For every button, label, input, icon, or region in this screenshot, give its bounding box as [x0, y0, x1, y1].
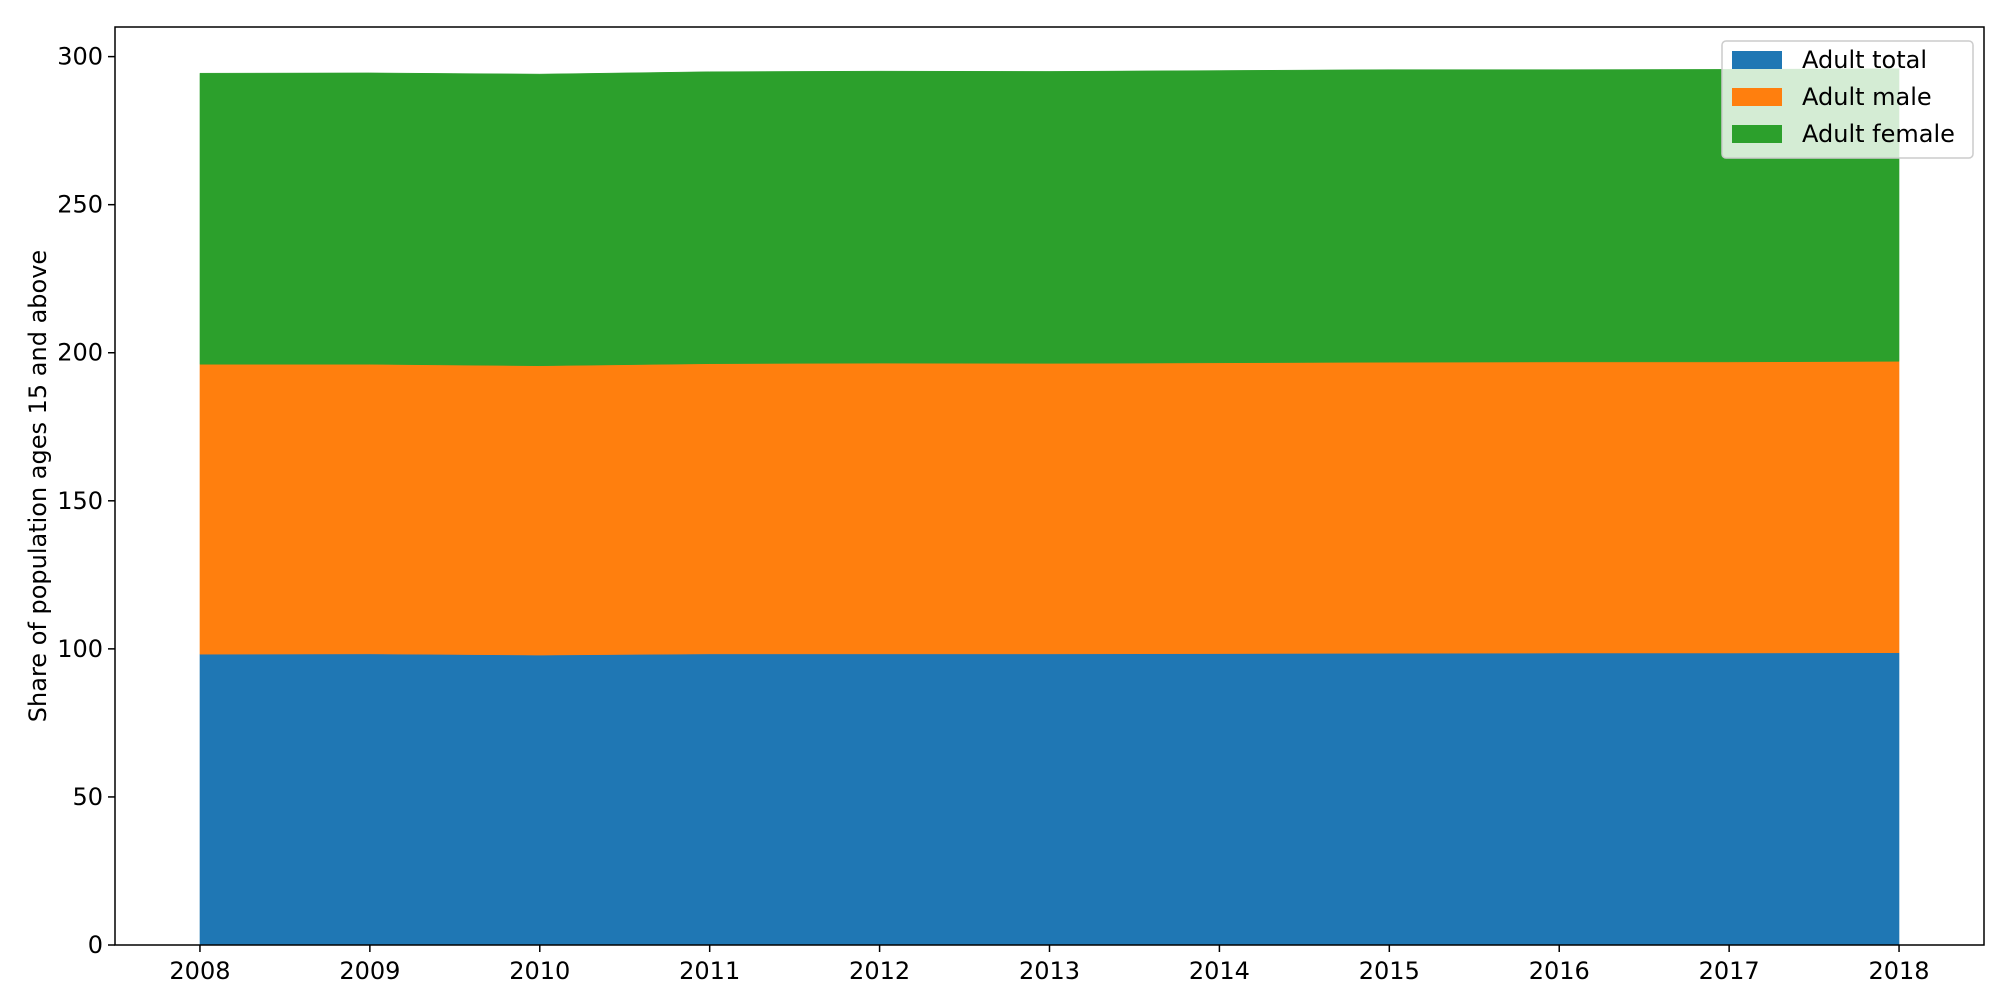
area-series-adult-male: [199, 361, 1900, 656]
legend-label: Adult male: [1802, 83, 1932, 111]
y-axis-title: Share of population ages 15 and above: [24, 250, 52, 722]
area-layers: [199, 68, 1900, 946]
y-tick-label: 100: [57, 635, 103, 663]
x-tick-label: 2017: [1699, 957, 1760, 985]
y-tick-label: 150: [57, 487, 103, 515]
x-axis: 2008 2009 2010 2011 2012 2013 2014 2015 2016 2017…: [169, 945, 1930, 985]
legend-label: Adult female: [1802, 120, 1955, 148]
y-tick-label: 250: [57, 191, 103, 219]
x-tick-label: 2014: [1189, 957, 1250, 985]
x-tick-label: 2009: [339, 957, 400, 985]
y-tick-label: 300: [57, 43, 103, 71]
x-tick-label: 2011: [679, 957, 740, 985]
x-tick-label: 2015: [1359, 957, 1420, 985]
legend: Adult total Adult male Adult female: [1721, 40, 1974, 159]
y-axis: 0 50 100 150 200 250 300: [57, 43, 115, 959]
y-tick-label: 200: [57, 339, 103, 367]
legend-swatch: [1732, 51, 1782, 69]
y-tick-label: 50: [72, 783, 103, 811]
legend-swatch: [1732, 125, 1782, 143]
legend-box: [1721, 40, 1974, 159]
area-series-adult-female: [199, 68, 1900, 367]
x-tick-label: 2013: [1019, 957, 1080, 985]
x-tick-label: 2008: [169, 957, 230, 985]
y-tick-label: 0: [88, 931, 103, 959]
x-tick-label: 2016: [1529, 957, 1590, 985]
legend-swatch: [1732, 88, 1782, 106]
x-tick-label: 2010: [509, 957, 570, 985]
x-tick-label: 2012: [849, 957, 910, 985]
legend-label: Adult total: [1802, 46, 1927, 74]
x-tick-label: 2018: [1869, 957, 1930, 985]
area-series-adult-total: [199, 652, 1900, 946]
